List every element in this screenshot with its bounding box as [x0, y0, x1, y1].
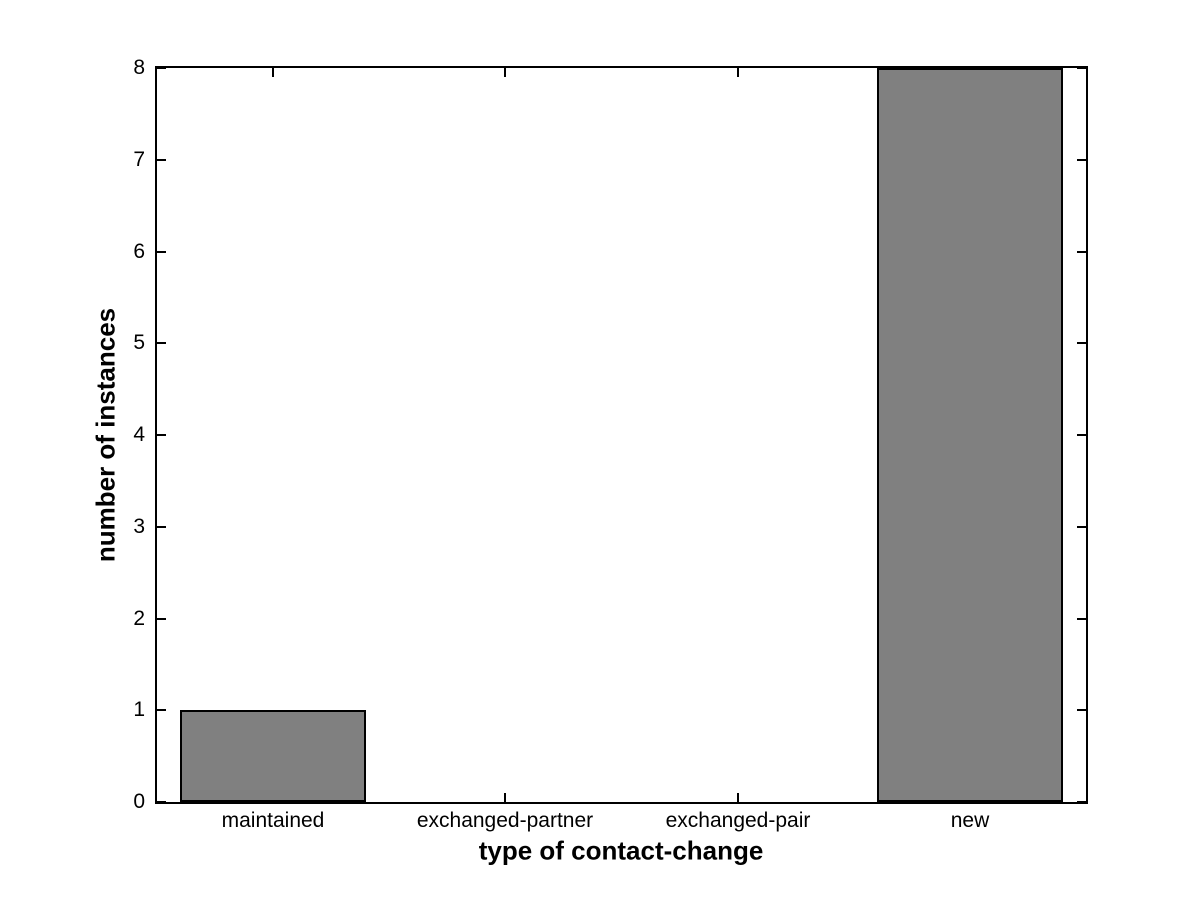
- x-tick-label: maintained: [221, 809, 325, 832]
- y-tick-right: [1077, 251, 1086, 253]
- y-tick-label: 3: [133, 515, 145, 538]
- plot-area: [155, 66, 1088, 804]
- y-tick-right: [1077, 526, 1086, 528]
- y-tick-label: 4: [133, 423, 145, 446]
- y-tick-label: 7: [133, 148, 145, 171]
- y-tick-left: [157, 67, 166, 69]
- y-tick-right: [1077, 434, 1086, 436]
- y-tick-label: 8: [133, 56, 145, 79]
- y-tick-left: [157, 618, 166, 620]
- y-tick-label: 0: [133, 790, 145, 813]
- x-tick-top: [504, 68, 506, 77]
- y-tick-left: [157, 434, 166, 436]
- x-axis-title: type of contact-change: [478, 835, 764, 866]
- y-tick-right: [1077, 67, 1086, 69]
- x-tick-label: exchanged-partner: [416, 809, 594, 832]
- y-tick-left: [157, 709, 166, 711]
- bar-maintained: [180, 710, 366, 802]
- y-tick-right: [1077, 709, 1086, 711]
- y-tick-right: [1077, 618, 1086, 620]
- x-tick-bottom: [504, 793, 506, 802]
- x-tick-bottom: [737, 793, 739, 802]
- bar-new: [877, 68, 1063, 802]
- y-tick-label: 6: [133, 240, 145, 263]
- y-axis-title: number of instances: [90, 307, 121, 563]
- y-tick-right: [1077, 159, 1086, 161]
- y-tick-right: [1077, 342, 1086, 344]
- y-tick-left: [157, 342, 166, 344]
- plot-inner: [157, 67, 1086, 803]
- y-tick-left: [157, 526, 166, 528]
- x-tick-top: [272, 68, 274, 77]
- y-tick-left: [157, 251, 166, 253]
- y-tick-label: 2: [133, 607, 145, 630]
- y-tick-label: 5: [133, 331, 145, 354]
- y-tick-label: 1: [133, 698, 145, 721]
- y-tick-left: [157, 801, 166, 803]
- x-tick-top: [737, 68, 739, 77]
- x-tick-label: new: [950, 809, 990, 832]
- y-tick-left: [157, 159, 166, 161]
- y-tick-right: [1077, 801, 1086, 803]
- x-tick-label: exchanged-pair: [665, 809, 811, 832]
